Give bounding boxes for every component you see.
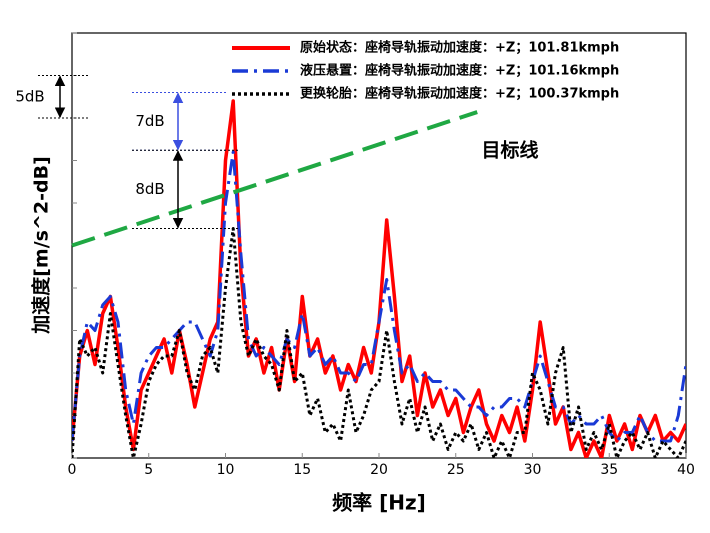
x-tick-label: 0 — [68, 462, 77, 478]
target-line — [71, 110, 478, 248]
legend-label: 更换轮胎：座椅导轨振动加速度：+Z；100.37kmph — [300, 86, 619, 102]
series-line — [72, 227, 686, 458]
x-tick-label: 25 — [447, 462, 465, 478]
x-tick-label: 40 — [677, 462, 695, 478]
annotation-label: 8dB — [135, 180, 164, 198]
x-tick-label: 15 — [293, 462, 311, 478]
annotation-label: 5dB — [15, 87, 44, 105]
annotation-label: 7dB — [135, 112, 164, 130]
x-tick-label: 30 — [524, 462, 542, 478]
series-line — [72, 150, 686, 443]
x-tick-label: 20 — [370, 462, 388, 478]
x-tick-label: 5 — [144, 462, 153, 478]
target-label: 目标线 — [481, 139, 538, 162]
x-axis-label: 频率 [Hz] — [332, 491, 426, 515]
legend-label: 原始状态：座椅导轨振动加速度：+Z；101.81kmph — [300, 40, 619, 56]
y-axis-label: 加速度[m/s^2-dB] — [30, 156, 53, 335]
x-tick-label: 10 — [217, 462, 235, 478]
x-tick-label: 35 — [600, 462, 618, 478]
legend-label: 液压悬置：座椅导轨振动加速度：+Z；101.16kmph — [300, 63, 619, 79]
